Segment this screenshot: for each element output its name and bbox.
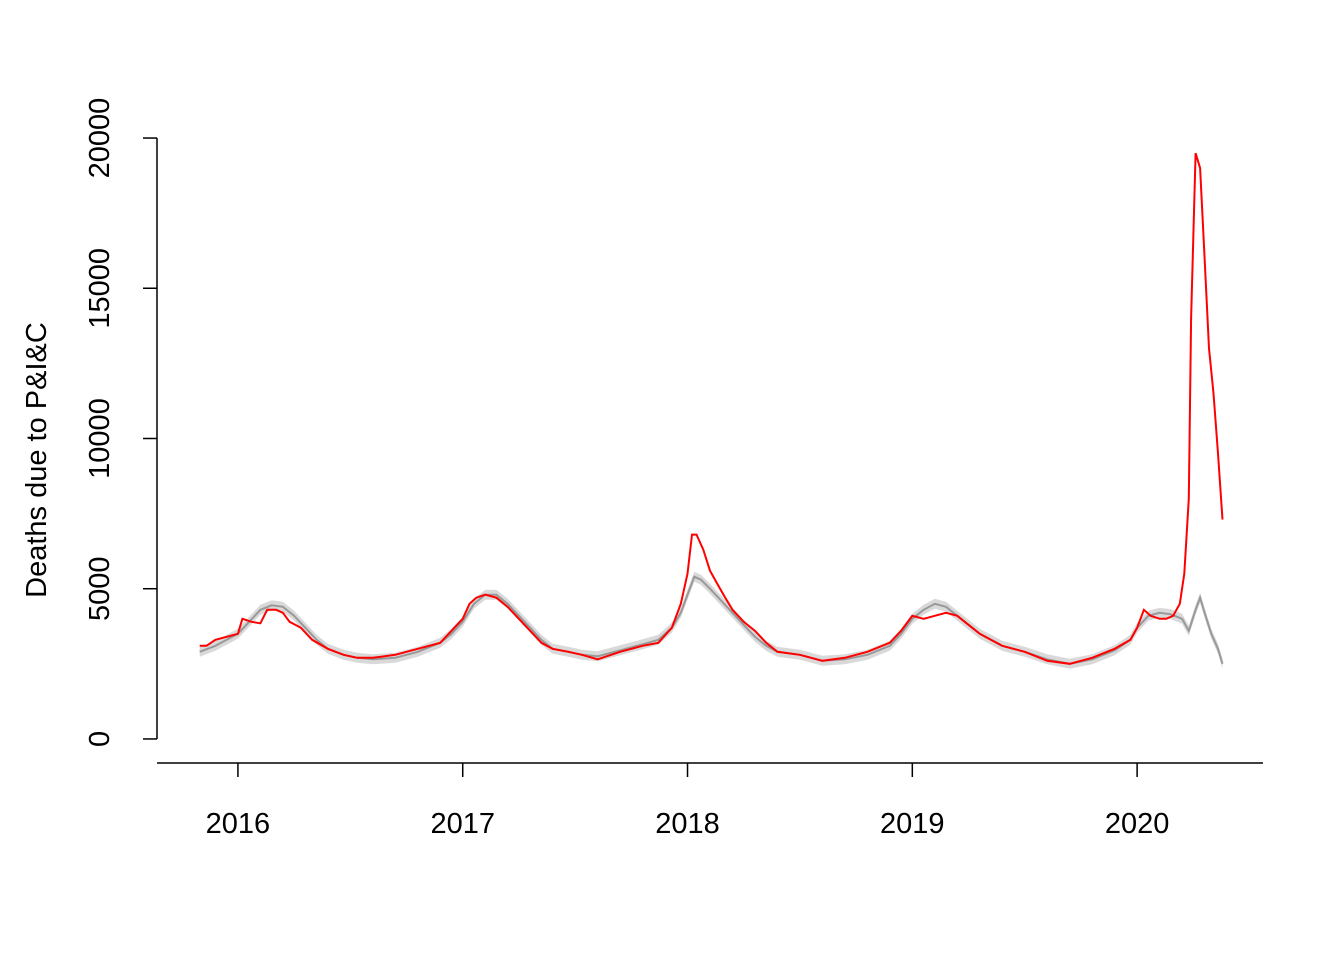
plot-area — [199, 152, 1224, 669]
axes: 0 5000 10000 15000 20000 2016 2017 2018 2019 202… — [84, 98, 1263, 840]
x-tick-label: 2019 — [880, 808, 945, 840]
y-axis-ticks: 0 5000 10000 15000 20000 — [84, 98, 157, 747]
y-tick-label: 15000 — [84, 248, 116, 329]
x-tick-label: 2017 — [430, 808, 495, 840]
observed-line — [199, 152, 1224, 665]
x-tick-label: 2016 — [206, 808, 271, 840]
y-tick-label: 10000 — [84, 398, 116, 479]
y-axis-title: Deaths due to P&I&C — [21, 322, 53, 598]
y-tick-label: 20000 — [84, 98, 116, 179]
expected-band — [199, 571, 1223, 669]
expected-line — [199, 575, 1224, 665]
y-tick-label: 5000 — [84, 556, 116, 621]
x-axis-ticks: 2016 2017 2018 2019 2020 — [206, 763, 1170, 840]
x-tick-label: 2018 — [655, 808, 720, 840]
x-tick-label: 2020 — [1105, 808, 1170, 840]
y-tick-label: 0 — [84, 731, 116, 747]
